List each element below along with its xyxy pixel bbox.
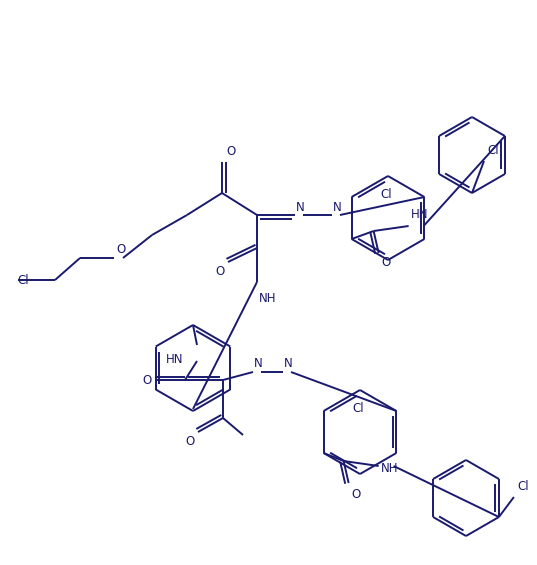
Text: N: N [333, 201, 342, 214]
Text: Cl: Cl [17, 273, 28, 286]
Text: O: O [352, 488, 361, 501]
Text: Cl: Cl [380, 188, 392, 201]
Text: O: O [143, 373, 152, 386]
Text: O: O [382, 256, 391, 269]
Text: Cl: Cl [487, 144, 499, 157]
Text: Cl: Cl [517, 480, 528, 493]
Text: HN: HN [165, 353, 183, 366]
Text: N: N [296, 201, 305, 214]
Text: N: N [284, 357, 293, 370]
Text: O: O [226, 145, 235, 158]
Text: NH: NH [381, 462, 398, 475]
Text: N: N [254, 357, 263, 370]
Text: Cl: Cl [352, 402, 364, 415]
Text: O: O [116, 243, 125, 256]
Text: HN: HN [411, 208, 428, 221]
Text: O: O [186, 435, 195, 448]
Text: NH: NH [259, 292, 277, 305]
Text: O: O [216, 265, 225, 278]
